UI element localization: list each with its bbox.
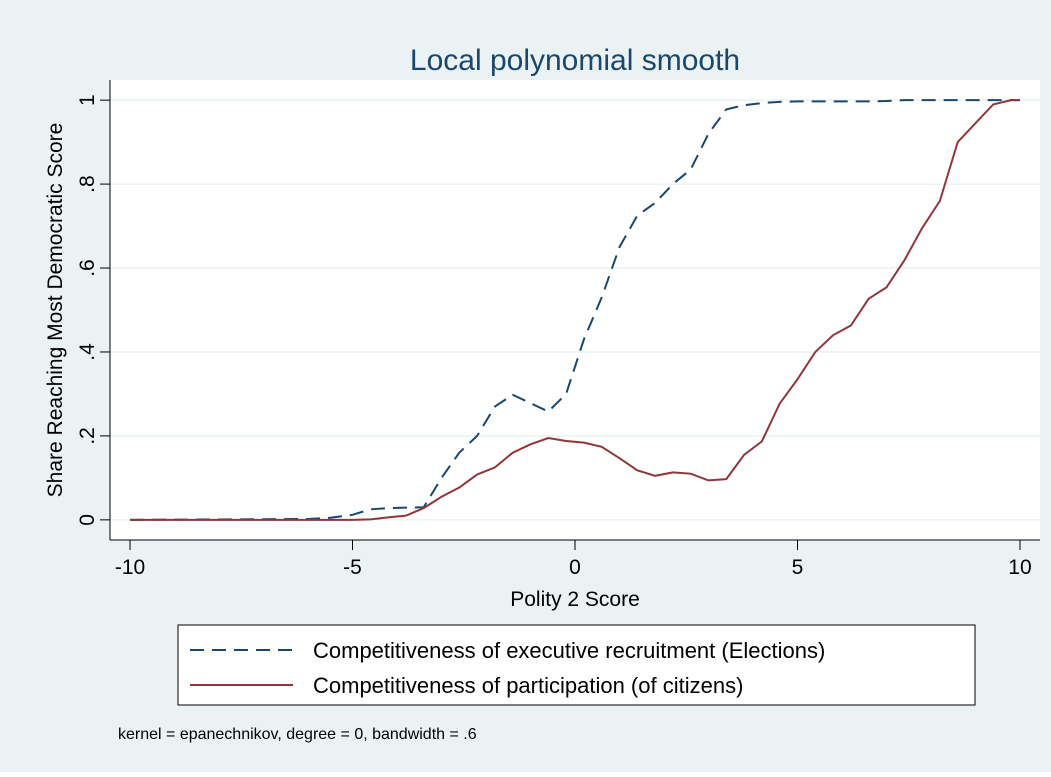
x-tick-label: 5 <box>792 556 804 579</box>
plot-area <box>110 80 1040 540</box>
legend-label: Competitiveness of executive recruitment… <box>313 638 825 663</box>
line-series <box>130 99 1020 521</box>
chart-title: Local polynomial smooth <box>410 44 740 77</box>
y-tick-label: 1 <box>76 94 99 106</box>
legend-label: Competitiveness of participation (of cit… <box>313 673 743 698</box>
line-series <box>130 99 1020 521</box>
y-tick-label: .6 <box>76 259 99 277</box>
x-axis-title: Polity 2 Score <box>510 588 640 611</box>
y-tick-label: .8 <box>76 175 99 193</box>
x-tick-label: -5 <box>343 556 362 579</box>
x-tick-label: -10 <box>115 556 145 579</box>
note: kernel = epanechnikov, degree = 0, bandw… <box>118 726 477 743</box>
y-tick-label: 0 <box>76 514 99 526</box>
y-tick-label: .4 <box>76 343 99 361</box>
x-tick-label: 0 <box>569 556 581 579</box>
legend-box <box>177 624 976 706</box>
x-tick-label: 10 <box>1008 556 1031 579</box>
y-axis-title: Share Reaching Most Democratic Score <box>44 123 67 498</box>
y-tick-label: .2 <box>76 427 99 445</box>
